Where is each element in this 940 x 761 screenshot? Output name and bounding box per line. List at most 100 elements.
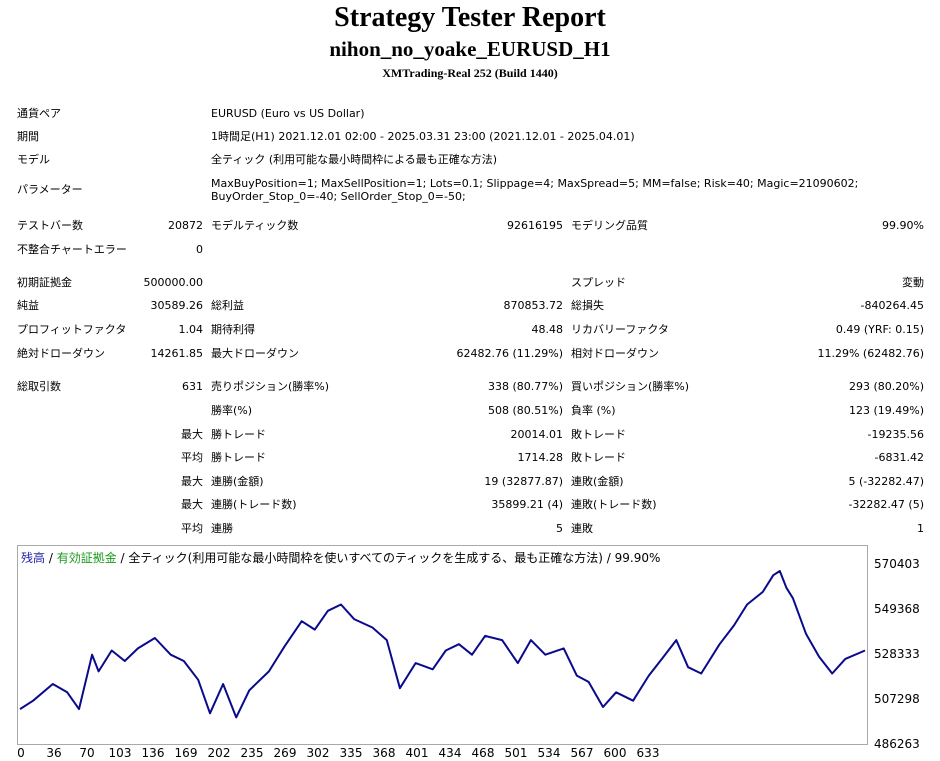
y-tick-label: 549368 <box>874 602 920 616</box>
largest-loss-label: 敗トレード <box>571 428 626 441</box>
short-value: 338 (80.77%) <box>487 380 563 393</box>
params-label: パラメーター <box>17 183 83 196</box>
x-tick-label: 401 <box>405 746 429 760</box>
abs-dd-value: 14261.85 <box>150 347 204 360</box>
avg-consec-wins-value: 5 <box>556 522 563 535</box>
largest-word: 最大 <box>181 428 203 441</box>
avg-win-label: 勝トレード <box>211 451 266 464</box>
y-tick-label: 570403 <box>874 557 920 571</box>
x-tick-label: 501 <box>504 746 528 760</box>
symbol-value: EURUSD (Euro vs US Dollar) <box>211 107 365 120</box>
max-dd-label: 最大ドローダウン <box>211 347 299 360</box>
win-pct-value: 508 (80.51%) <box>487 404 563 417</box>
legend-separator: / <box>45 551 57 565</box>
avg-loss-value: -6831.42 <box>874 451 924 464</box>
net-label: 純益 <box>17 299 39 312</box>
quality-value: 99.90% <box>882 219 924 232</box>
balance-chart-svg <box>19 570 866 719</box>
deposit-value: 500000.00 <box>143 276 204 289</box>
max-consec-count-word: 最大 <box>181 498 203 511</box>
bars-label: テストバー数 <box>17 219 83 232</box>
win-pct-label: 勝率(%) <box>211 404 253 417</box>
trades-label: 総取引数 <box>17 380 61 393</box>
largest-loss-value: -19235.56 <box>867 428 924 441</box>
legend-balance: 残高 <box>21 551 46 565</box>
legend-equity: 有効証拠金 <box>56 551 117 565</box>
legend-model-text: / 全ティック(利用可能な最小時間枠を使いすべてのティックを生成する、最も正確な… <box>116 551 661 565</box>
ticks-value: 92616195 <box>507 219 563 232</box>
server-info: XMTrading-Real 252 (Build 1440) <box>382 66 558 80</box>
largest-win-value: 20014.01 <box>510 428 564 441</box>
x-tick-label: 235 <box>240 746 264 760</box>
max-consec-losses-value: 5 (-32282.47) <box>848 475 924 488</box>
rel-dd-label: 相対ドローダウン <box>571 347 659 360</box>
period-value: 1時間足(H1) 2021.12.01 02:00 - 2025.03.31 2… <box>211 130 635 143</box>
gross-loss-value: -840264.45 <box>860 299 924 312</box>
gross-profit-label: 総利益 <box>211 299 244 312</box>
chart-legend: 残高 / 有効証拠金 / 全ティック(利用可能な最小時間枠を使いすべてのティック… <box>21 549 660 566</box>
max-consec-loss-label: 連敗(トレード数) <box>571 498 657 511</box>
abs-dd-label: 絶対ドローダウン <box>17 347 105 360</box>
pf-value: 1.04 <box>178 323 204 336</box>
x-tick-label: 0 <box>17 746 25 760</box>
x-tick-label: 103 <box>108 746 132 760</box>
y-tick-label: 528333 <box>874 647 920 661</box>
max-consec-wins-label: 連勝(金額) <box>211 475 264 488</box>
spread-label: スプレッド <box>571 276 626 289</box>
balance-line <box>19 570 866 719</box>
x-tick-label: 468 <box>471 746 495 760</box>
params-line-2: BuyOrder_Stop_0=-40; SellOrder_Stop_0=-5… <box>211 190 466 203</box>
symbol-label: 通貨ペア <box>17 107 61 120</box>
y-tick-label: 507298 <box>874 692 920 706</box>
y-tick-label: 486263 <box>874 737 920 751</box>
recovery-label: リカバリーファクタ <box>571 323 669 336</box>
long-label: 買いポジション(勝率%) <box>571 380 690 393</box>
x-tick-label: 169 <box>174 746 198 760</box>
x-tick-label: 202 <box>207 746 231 760</box>
max-dd-value: 62482.76 (11.29%) <box>456 347 563 360</box>
deposit-label: 初期証拠金 <box>17 276 72 289</box>
avg-consec-losses-value: 1 <box>917 522 924 535</box>
errors-value: 0 <box>196 243 203 256</box>
max-consec-losses-label: 連敗(金額) <box>571 475 624 488</box>
max-consec-word: 最大 <box>181 475 203 488</box>
x-tick-label: 600 <box>603 746 627 760</box>
x-tick-label: 368 <box>372 746 396 760</box>
x-tick-label: 633 <box>636 746 660 760</box>
expected-label: 期待利得 <box>211 323 255 336</box>
short-label: 売りポジション(勝率%) <box>211 380 330 393</box>
rel-dd-value: 11.29% (62482.76) <box>817 347 924 360</box>
x-tick-label: 534 <box>537 746 561 760</box>
average-word: 平均 <box>181 451 203 464</box>
avg-consec-word: 平均 <box>181 522 203 535</box>
x-tick-label: 136 <box>141 746 165 760</box>
x-tick-label: 36 <box>46 746 62 760</box>
net-value: 30589.26 <box>150 299 204 312</box>
long-value: 293 (80.20%) <box>848 380 924 393</box>
gross-loss-label: 総損失 <box>571 299 604 312</box>
pf-label: プロフィットファクタ <box>17 323 127 336</box>
gross-profit-value: 870853.72 <box>503 299 564 312</box>
bars-value: 20872 <box>168 219 203 232</box>
x-tick-label: 302 <box>306 746 330 760</box>
spread-value: 変動 <box>902 276 924 289</box>
max-consec-loss-value: -32282.47 (5) <box>848 498 924 511</box>
x-tick-label: 567 <box>570 746 594 760</box>
ticks-label: モデルティック数 <box>211 219 299 232</box>
avg-consec-losses-label: 連敗 <box>571 522 593 535</box>
largest-win-label: 勝トレード <box>211 428 266 441</box>
model-label: モデル <box>17 153 50 166</box>
period-label: 期間 <box>17 130 39 143</box>
x-tick-label: 269 <box>273 746 297 760</box>
avg-loss-label: 敗トレード <box>571 451 626 464</box>
loss-pct-value: 123 (19.49%) <box>848 404 924 417</box>
x-tick-label: 434 <box>438 746 462 760</box>
x-tick-label: 70 <box>79 746 95 760</box>
report-subtitle: nihon_no_yoake_EURUSD_H1 <box>329 37 611 61</box>
max-consec-profit-label: 連勝(トレード数) <box>211 498 297 511</box>
trades-value: 631 <box>182 380 203 393</box>
max-consec-profit-value: 35899.21 (4) <box>491 498 563 511</box>
quality-label: モデリング品質 <box>571 219 648 232</box>
model-value: 全ティック (利用可能な最小時間枠による最も正確な方法) <box>211 153 498 166</box>
params-line-1: MaxBuyPosition=1; MaxSellPosition=1; Lot… <box>211 177 859 190</box>
